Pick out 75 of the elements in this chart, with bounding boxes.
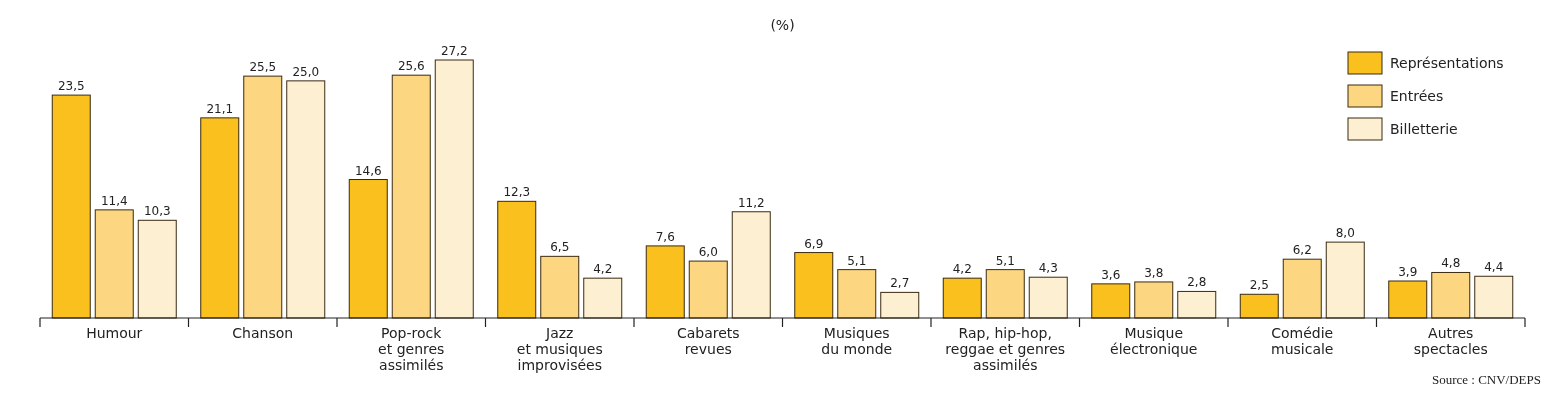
bar — [348, 179, 388, 319]
bar — [243, 75, 283, 319]
bar — [794, 252, 834, 319]
x-tick-label: Musique électronique — [1110, 325, 1198, 357]
bar — [497, 200, 537, 319]
bar — [1388, 280, 1428, 319]
data-label: 25,6 — [397, 59, 425, 74]
x-tick-label: Musiques du monde — [821, 325, 893, 357]
data-label: 6,2 — [1292, 243, 1312, 258]
data-label: 25,5 — [249, 60, 277, 75]
chart-title: (%) — [770, 17, 795, 33]
data-label: 4,2 — [593, 262, 613, 277]
data-label: 23,5 — [57, 79, 85, 94]
data-label: 2,5 — [1249, 278, 1269, 293]
bar — [200, 117, 240, 319]
data-label: 5,1 — [995, 253, 1015, 268]
x-tick-label: Jazz et musiques improvisées — [516, 325, 603, 373]
bar — [1177, 290, 1217, 319]
bar — [137, 219, 177, 319]
x-tick-label: Chanson — [232, 325, 294, 341]
data-label: 4,8 — [1441, 256, 1461, 271]
bar — [391, 74, 431, 319]
data-label: 25,0 — [292, 64, 320, 79]
legend-label: Billetterie — [1390, 121, 1458, 137]
data-label: 14,6 — [354, 163, 382, 178]
bar — [1431, 271, 1471, 319]
bar — [942, 277, 982, 319]
bar — [540, 255, 580, 319]
data-label: 5,1 — [847, 253, 867, 268]
data-label: 6,5 — [550, 240, 570, 255]
x-tick-label: Humour — [86, 325, 143, 341]
data-label: 10,3 — [143, 204, 171, 219]
bar — [1474, 275, 1514, 319]
bar — [985, 269, 1025, 319]
data-label: 21,1 — [206, 101, 234, 116]
bar — [434, 59, 474, 319]
data-label: 3,6 — [1101, 267, 1121, 282]
bar — [51, 94, 91, 319]
x-tick-label: Autres spectacles — [1413, 325, 1488, 357]
bar — [1282, 258, 1322, 319]
bar — [1325, 241, 1365, 319]
data-label: 2,7 — [890, 276, 910, 291]
data-label: 3,8 — [1144, 265, 1164, 280]
data-label: 11,4 — [100, 193, 128, 208]
data-label: 6,0 — [698, 245, 718, 260]
legend-label: Représentations — [1390, 55, 1504, 71]
data-label: 6,9 — [804, 236, 824, 251]
data-label: 4,3 — [1038, 261, 1058, 276]
bar — [688, 260, 728, 319]
data-label: 8,0 — [1335, 226, 1355, 241]
data-label: 11,2 — [737, 195, 765, 210]
data-label: 7,6 — [655, 229, 675, 244]
bar — [1134, 281, 1174, 319]
bar — [94, 209, 134, 319]
x-tick-label: Comédie musicale — [1271, 325, 1334, 357]
data-label: 4,2 — [952, 262, 972, 277]
bar — [583, 277, 623, 319]
data-label: 27,2 — [440, 44, 468, 58]
x-tick-label: Cabarets revues — [676, 325, 740, 357]
data-label: 2,8 — [1187, 275, 1207, 290]
bar — [645, 245, 685, 319]
data-label: 12,3 — [503, 185, 531, 200]
bar — [837, 269, 877, 319]
bar — [1239, 293, 1279, 319]
data-label: 3,9 — [1398, 265, 1418, 280]
x-tick-label: Rap, hip-hop, reggae et genres assimilés — [945, 325, 1066, 373]
source-note: Source : CNV/DEPS — [1431, 372, 1541, 387]
bar — [880, 291, 920, 319]
bar — [1028, 276, 1068, 319]
x-tick-label: Pop-rock et genres assimilés — [378, 325, 445, 373]
bar — [286, 80, 326, 319]
legend-label: Entrées — [1390, 88, 1444, 104]
bar — [731, 211, 771, 319]
data-label: 4,4 — [1484, 260, 1504, 275]
bar — [1091, 283, 1131, 319]
